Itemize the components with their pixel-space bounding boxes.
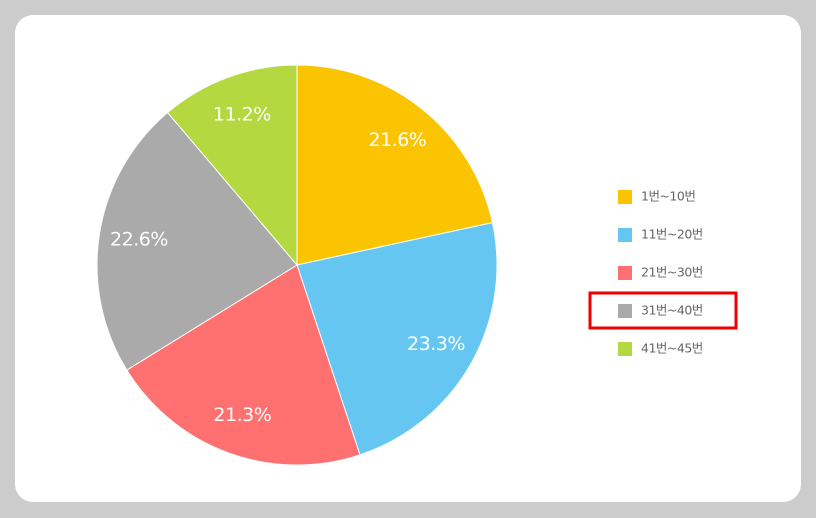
legend-swatch (618, 190, 632, 204)
highlight-box (588, 291, 738, 330)
pie-slice (296, 222, 498, 456)
value-labels: 21.6% 23.3% 21.3% 22.6% 11.2% (110, 103, 465, 426)
legend-label: 11번~20번 (641, 227, 703, 242)
legend-label: 1번~10번 (641, 189, 695, 204)
legend-label: 21번~30번 (641, 265, 703, 280)
pie-slice (166, 64, 298, 267)
pie (96, 64, 498, 466)
pie-slice (126, 264, 361, 466)
value-label: 21.6% (369, 129, 427, 151)
legend-swatch (618, 266, 632, 280)
legend-swatch (618, 342, 632, 356)
value-label: 21.3% (213, 404, 271, 426)
legend-swatch (618, 228, 632, 242)
pie-slice (96, 111, 298, 371)
legend-label: 31번~40번 (641, 303, 703, 318)
value-label: 22.6% (110, 228, 168, 250)
legend-label: 41번~45번 (641, 341, 703, 356)
pie-slice (296, 64, 494, 266)
value-label: 11.2% (213, 103, 271, 125)
legend-swatch (618, 304, 632, 318)
value-label: 23.3% (407, 333, 465, 355)
legend: 1번~10번 11번~20번 21번~30번 31번~40번 41번~45번 (618, 189, 703, 356)
